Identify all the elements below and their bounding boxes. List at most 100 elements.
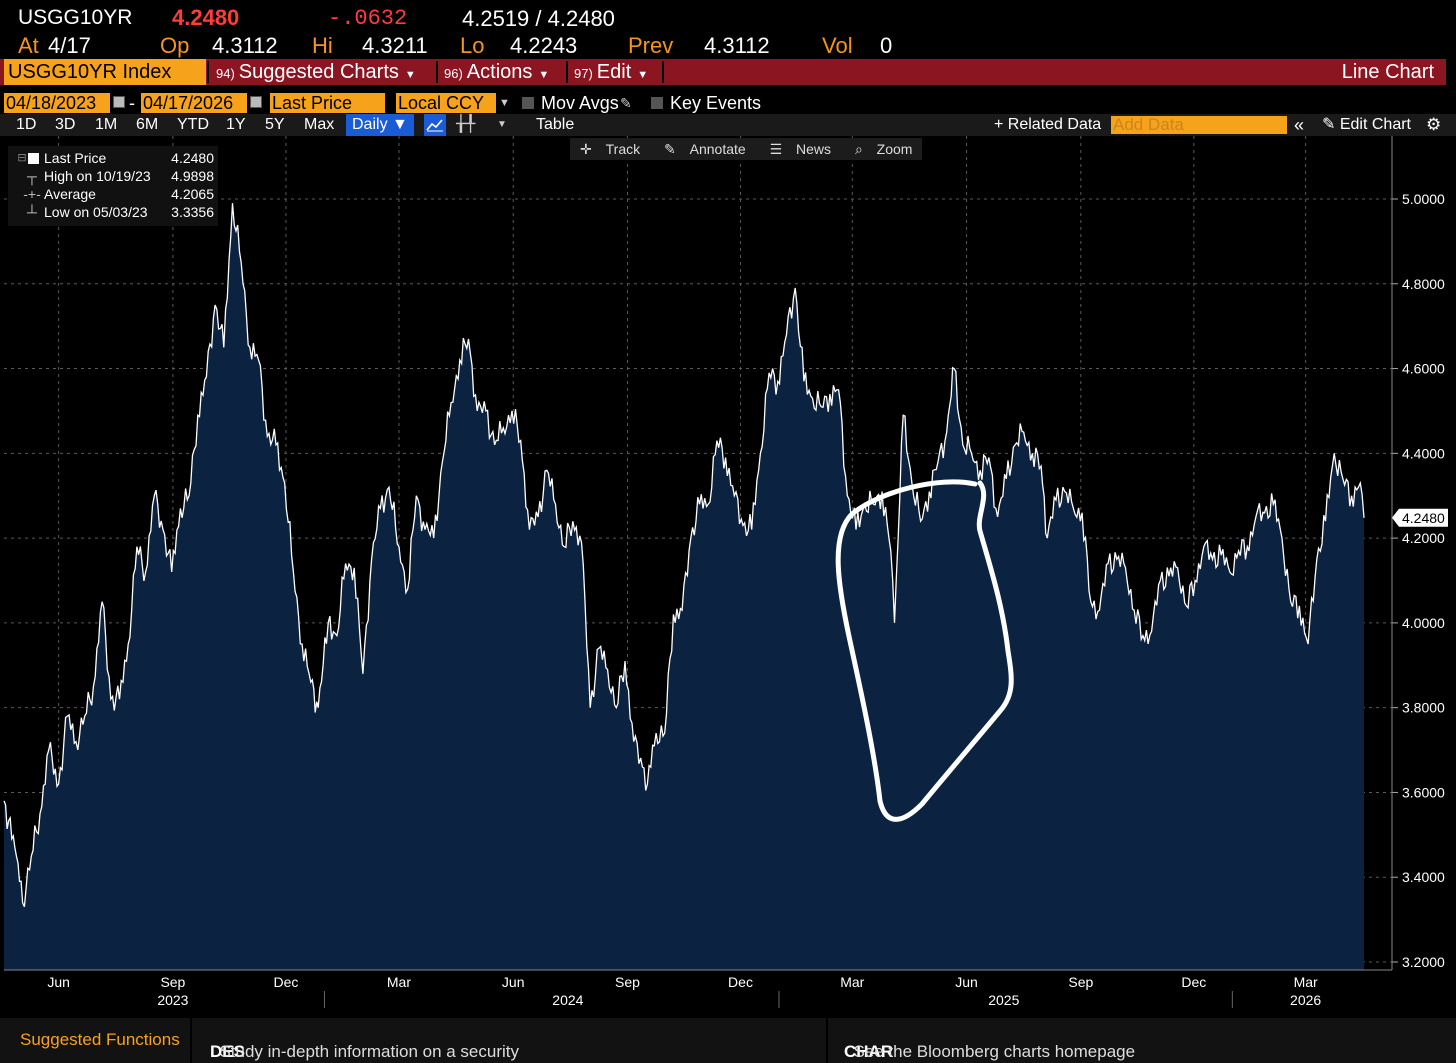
period-3d[interactable]: 3D <box>55 116 76 133</box>
security-field[interactable]: USGG10YR Index <box>4 59 206 85</box>
menu-number: 94) <box>216 66 235 81</box>
menu-label: Edit <box>596 61 632 83</box>
caret-down-icon: ▼ <box>404 69 416 81</box>
legend-value: 3.3356 <box>171 204 214 220</box>
gear-icon[interactable]: ⚙ <box>1426 115 1442 134</box>
price-field-select[interactable]: Last Price <box>270 93 385 113</box>
x-year-label: 2024 <box>552 992 583 1008</box>
edit-menu[interactable]: 97) Edit ▼ <box>574 59 648 85</box>
add-data-input[interactable]: Add Data <box>1111 116 1287 134</box>
news-label: News <box>796 141 832 157</box>
calendar-icon[interactable] <box>113 96 125 108</box>
frequency-label: Daily <box>352 116 388 133</box>
period-ytd[interactable]: YTD <box>177 116 209 133</box>
function-code: DES <box>210 1042 245 1061</box>
x-axis: Jun Sep Dec Mar Jun Sep Dec Mar Jun Sep Dec Mar 2023… <box>4 969 1392 1008</box>
menu-label: Suggested Charts <box>238 61 399 83</box>
period-1m[interactable]: 1M <box>95 116 118 133</box>
collapse-icon[interactable]: « <box>1294 115 1305 135</box>
zoom-tool[interactable]: ⌕ Zoom <box>845 138 923 160</box>
x-tick-label: Jun <box>502 974 525 990</box>
annotate-tool[interactable]: ✎ Annotate <box>654 138 756 160</box>
frequency-select[interactable]: Daily ▼ <box>346 114 414 136</box>
edit-chart-button[interactable]: ✎ Edit Chart <box>1322 114 1411 136</box>
legend-value: 4.2480 <box>171 150 214 166</box>
start-date-input[interactable]: 04/18/2023 <box>4 93 110 113</box>
annotate-label: Annotate <box>689 141 746 157</box>
x-tick-label: Sep <box>1068 974 1093 990</box>
mov-avgs-label: Mov Avgs <box>541 93 619 113</box>
y-tick-label: 3.4000 <box>1402 869 1445 885</box>
x-tick-label: Dec <box>728 974 753 990</box>
news-tool[interactable]: ☰ News <box>760 138 841 160</box>
y-tick-label: 3.2000 <box>1402 954 1445 970</box>
currency-select[interactable]: Local CCY <box>396 93 496 113</box>
caret-down-icon[interactable]: ▼ <box>499 97 510 109</box>
x-tick-label: Sep <box>615 974 640 990</box>
legend-average: -+- Average 4.2065 <box>8 185 218 203</box>
range-dash: - <box>129 93 135 113</box>
track-label: Track <box>605 141 641 157</box>
function-code: CHAR <box>844 1042 894 1061</box>
pencil-icon[interactable]: ✎ <box>620 95 632 111</box>
key-events-label: Key Events <box>670 93 762 113</box>
price-chart[interactable]: 3.2000 3.4000 3.6000 3.8000 4.0000 4.2000 4.40… <box>0 136 1456 1016</box>
price-line <box>3 203 1365 908</box>
key-events-checkbox[interactable] <box>651 97 663 109</box>
high-value: 4.3211 <box>362 33 428 58</box>
chart-type-label: Line Chart <box>1341 61 1434 83</box>
prev-label: Prev <box>628 33 674 58</box>
zoom-label: Zoom <box>876 141 913 157</box>
des-function-link[interactable]: DES Study in-depth information on a secu… <box>210 1030 519 1061</box>
low-marker-icon: ┴ <box>27 204 37 220</box>
last-price-marker: 4.2480 <box>1392 508 1448 527</box>
legend-last-price[interactable]: ⊟ Last Price 4.2480 <box>8 149 218 167</box>
low-value: 4.2243 <box>510 33 578 58</box>
suggested-functions-bar: Suggested Functions DES Study in-depth i… <box>0 1018 1456 1063</box>
period-max[interactable]: Max <box>304 116 335 133</box>
y-tick-label: 4.2000 <box>1402 530 1445 546</box>
average-marker-icon: -+- <box>23 186 41 202</box>
low-label: Lo <box>460 33 485 58</box>
y-tick-label: 3.8000 <box>1402 700 1445 716</box>
news-icon: ☰ <box>769 141 783 157</box>
date-range-bar: 04/18/2023 - 04/17/2026 Last Price Local… <box>0 92 1456 114</box>
caret-down-icon: ▼ <box>392 116 408 133</box>
menu-label: Actions <box>466 61 533 83</box>
y-tick-label: 3.6000 <box>1402 784 1445 800</box>
table-button[interactable]: Table <box>536 116 575 133</box>
crosshair-icon: ✛ <box>580 141 592 157</box>
period-1d[interactable]: 1D <box>16 116 37 133</box>
legend-high: ┬ High on 10/19/23 4.9898 <box>8 167 218 185</box>
x-year-label: 2023 <box>157 992 188 1008</box>
caret-down-icon[interactable]: ▼ <box>497 119 507 130</box>
suggested-charts-menu[interactable]: 94) Suggested Charts ▼ <box>216 59 416 85</box>
vol-label: Vol <box>822 33 853 58</box>
menu-number: 96) <box>444 66 463 81</box>
track-tool[interactable]: ✛ Track <box>570 138 650 160</box>
caret-down-icon: ▼ <box>538 69 550 81</box>
mov-avgs-checkbox[interactable] <box>522 97 534 109</box>
menu-number: 97) <box>574 66 593 81</box>
open-label: Op <box>160 33 190 58</box>
ticker: USGG10YR <box>18 6 133 29</box>
series-swatch-icon <box>28 153 39 164</box>
char-function-link[interactable]: CHAR See the Bloomberg charts homepage <box>844 1030 1135 1061</box>
period-5y[interactable]: 5Y <box>265 116 285 133</box>
period-6m[interactable]: 6M <box>136 116 159 133</box>
magnifier-icon: ⌕ <box>854 141 863 157</box>
prev-value: 4.3112 <box>704 33 770 58</box>
collapse-icon[interactable]: ⊟ <box>17 152 27 164</box>
x-tick-label: Mar <box>840 974 864 990</box>
at-date: 4/17 <box>48 33 91 58</box>
line-chart-icon[interactable] <box>424 114 446 136</box>
end-date-input[interactable]: 04/17/2026 <box>141 93 247 113</box>
related-data-button[interactable]: + Related Data <box>994 116 1102 133</box>
candlestick-icon[interactable]: ╁╀ <box>456 116 476 133</box>
last-price: 4.2480 <box>172 5 240 30</box>
period-1y[interactable]: 1Y <box>226 116 246 133</box>
vol-value: 0 <box>880 33 893 58</box>
x-year-label: 2026 <box>1290 992 1321 1008</box>
calendar-icon[interactable] <box>250 96 262 108</box>
actions-menu[interactable]: 96) Actions ▼ <box>444 59 549 85</box>
